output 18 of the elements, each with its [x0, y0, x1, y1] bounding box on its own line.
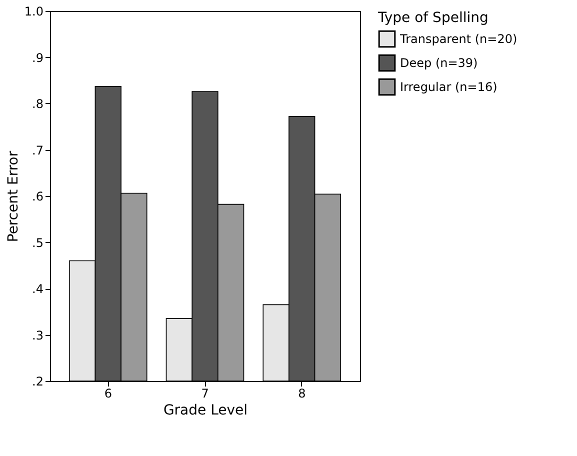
- y-tick-label: .2: [32, 374, 44, 388]
- x-axis-title: Grade Level: [163, 402, 248, 418]
- legend-label: Irregular (n=16): [400, 80, 498, 94]
- legend-label: Deep (n=39): [400, 56, 478, 70]
- x-tick-label: 8: [298, 386, 306, 400]
- y-tick-label: 1.0: [24, 4, 44, 18]
- y-axis-title: Percent Error: [5, 150, 22, 242]
- x-tick-label: 6: [104, 386, 112, 400]
- y-tick-label: .9: [32, 50, 44, 65]
- y-tick-label: .5: [32, 236, 44, 250]
- legend-label: Transparent (n=20): [399, 32, 518, 46]
- x-tick-label: 7: [201, 386, 209, 400]
- y-tick-label: .6: [32, 190, 44, 204]
- legend-title: Type of Spelling: [377, 10, 488, 26]
- y-tick-label: .8: [32, 97, 44, 111]
- y-tick-label: .4: [32, 282, 44, 296]
- y-tick-label: .3: [32, 328, 44, 342]
- y-tick-label: .7: [32, 143, 44, 158]
